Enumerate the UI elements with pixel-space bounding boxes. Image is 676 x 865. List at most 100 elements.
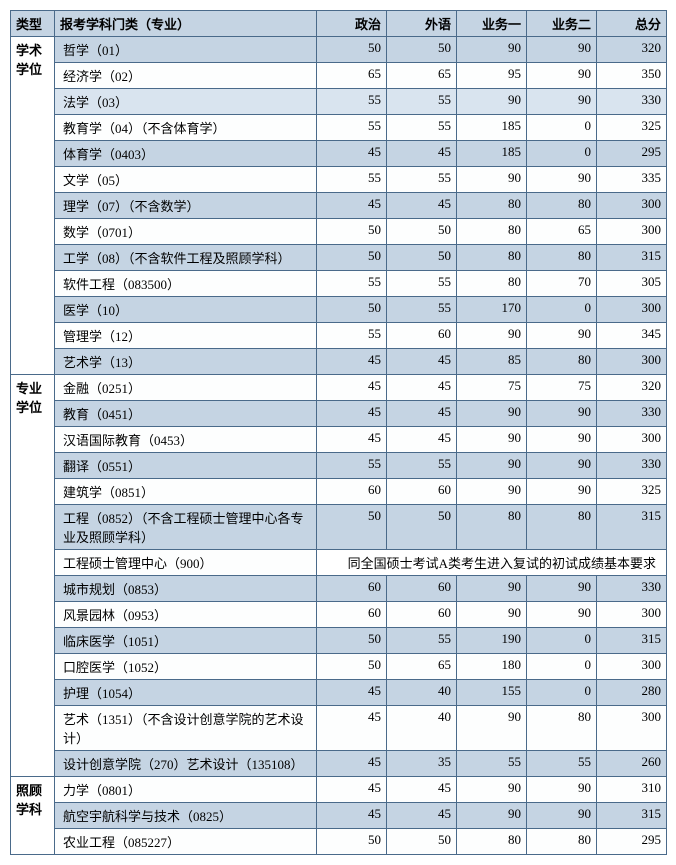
value-cell: 330: [597, 401, 667, 427]
value-cell: 65: [527, 219, 597, 245]
value-cell: 60: [387, 576, 457, 602]
table-row: 风景园林（0953）60609090300: [11, 602, 667, 628]
value-cell: 60: [317, 576, 387, 602]
table-row: 工程硕士管理中心（900）同全国硕士考试A类考生进入复试的初试成绩基本要求: [11, 550, 667, 576]
major-cell: 法学（03）: [55, 89, 317, 115]
value-cell: 55: [387, 167, 457, 193]
h-foreign: 外语: [387, 11, 457, 37]
major-cell: 临床医学（1051）: [55, 628, 317, 654]
value-cell: 50: [387, 245, 457, 271]
value-cell: 90: [457, 323, 527, 349]
value-cell: 45: [317, 427, 387, 453]
major-cell: 汉语国际教育（0453）: [55, 427, 317, 453]
table-row: 艺术学（13）45458580300: [11, 349, 667, 375]
value-cell: 55: [317, 115, 387, 141]
table-row: 翻译（0551）55559090330: [11, 453, 667, 479]
value-cell: 180: [457, 654, 527, 680]
value-cell: 90: [457, 37, 527, 63]
value-cell: 90: [457, 706, 527, 751]
value-cell: 0: [527, 141, 597, 167]
score-table: 类型 报考学科门类（专业） 政治 外语 业务一 业务二 总分 学术学位哲学（01…: [10, 10, 667, 855]
major-cell: 教育（0451）: [55, 401, 317, 427]
value-cell: 90: [527, 479, 597, 505]
value-cell: 305: [597, 271, 667, 297]
value-cell: 315: [597, 803, 667, 829]
value-cell: 95: [457, 63, 527, 89]
h-type: 类型: [11, 11, 55, 37]
major-cell: 口腔医学（1052）: [55, 654, 317, 680]
value-cell: 300: [597, 654, 667, 680]
value-cell: 185: [457, 115, 527, 141]
value-cell: 90: [527, 401, 597, 427]
value-cell: 55: [387, 628, 457, 654]
value-cell: 300: [597, 349, 667, 375]
table-row: 法学（03）55559090330: [11, 89, 667, 115]
table-row: 学术学位哲学（01）50509090320: [11, 37, 667, 63]
table-row: 软件工程（083500）55558070305: [11, 271, 667, 297]
value-cell: 325: [597, 115, 667, 141]
major-cell: 风景园林（0953）: [55, 602, 317, 628]
category-cell: 学术学位: [11, 37, 55, 375]
value-cell: 90: [457, 576, 527, 602]
value-cell: 170: [457, 297, 527, 323]
value-cell: 80: [527, 505, 597, 550]
value-cell: 300: [597, 706, 667, 751]
value-cell: 55: [317, 89, 387, 115]
value-cell: 90: [527, 453, 597, 479]
value-cell: 65: [387, 654, 457, 680]
value-cell: 90: [527, 602, 597, 628]
major-cell: 文学（05）: [55, 167, 317, 193]
major-cell: 护理（1054）: [55, 680, 317, 706]
value-cell: 55: [387, 297, 457, 323]
value-cell: 90: [457, 167, 527, 193]
value-cell: 45: [317, 401, 387, 427]
major-cell: 翻译（0551）: [55, 453, 317, 479]
h-course2: 业务二: [527, 11, 597, 37]
value-cell: 60: [387, 479, 457, 505]
value-cell: 55: [317, 323, 387, 349]
value-cell: 0: [527, 680, 597, 706]
value-cell: 325: [597, 479, 667, 505]
value-cell: 55: [387, 115, 457, 141]
value-cell: 85: [457, 349, 527, 375]
value-cell: 80: [527, 829, 597, 855]
table-row: 文学（05）55559090335: [11, 167, 667, 193]
major-cell: 经济学（02）: [55, 63, 317, 89]
value-cell: 45: [387, 803, 457, 829]
value-cell: 45: [387, 349, 457, 375]
value-cell: 50: [317, 829, 387, 855]
table-row: 医学（10）50551700300: [11, 297, 667, 323]
value-cell: 80: [527, 193, 597, 219]
value-cell: 55: [387, 453, 457, 479]
value-cell: 40: [387, 680, 457, 706]
value-cell: 295: [597, 141, 667, 167]
h-total: 总分: [597, 11, 667, 37]
major-cell: 艺术（1351）（不含设计创意学院的艺术设计）: [55, 706, 317, 751]
value-cell: 45: [317, 141, 387, 167]
value-cell: 90: [527, 803, 597, 829]
value-cell: 60: [387, 323, 457, 349]
value-cell: 300: [597, 219, 667, 245]
value-cell: 0: [527, 654, 597, 680]
category-cell: 专业学位: [11, 375, 55, 777]
value-cell: 310: [597, 777, 667, 803]
major-cell: 工学（08）（不含软件工程及照顾学科）: [55, 245, 317, 271]
value-cell: 50: [387, 37, 457, 63]
table-row: 工程（0852）（不含工程硕士管理中心各专业及照顾学科）50508080315: [11, 505, 667, 550]
value-cell: 90: [527, 89, 597, 115]
value-cell: 80: [527, 349, 597, 375]
table-row: 经济学（02）65659590350: [11, 63, 667, 89]
table-row: 航空宇航科学与技术（0825）45459090315: [11, 803, 667, 829]
table-row: 口腔医学（1052）50651800300: [11, 654, 667, 680]
table-row: 理学（07）（不含数学）45458080300: [11, 193, 667, 219]
value-cell: 80: [527, 706, 597, 751]
major-cell: 医学（10）: [55, 297, 317, 323]
note-cell: 同全国硕士考试A类考生进入复试的初试成绩基本要求: [317, 550, 667, 576]
value-cell: 80: [457, 193, 527, 219]
value-cell: 60: [317, 602, 387, 628]
value-cell: 260: [597, 751, 667, 777]
value-cell: 155: [457, 680, 527, 706]
h-course1: 业务一: [457, 11, 527, 37]
value-cell: 45: [317, 777, 387, 803]
value-cell: 80: [527, 245, 597, 271]
